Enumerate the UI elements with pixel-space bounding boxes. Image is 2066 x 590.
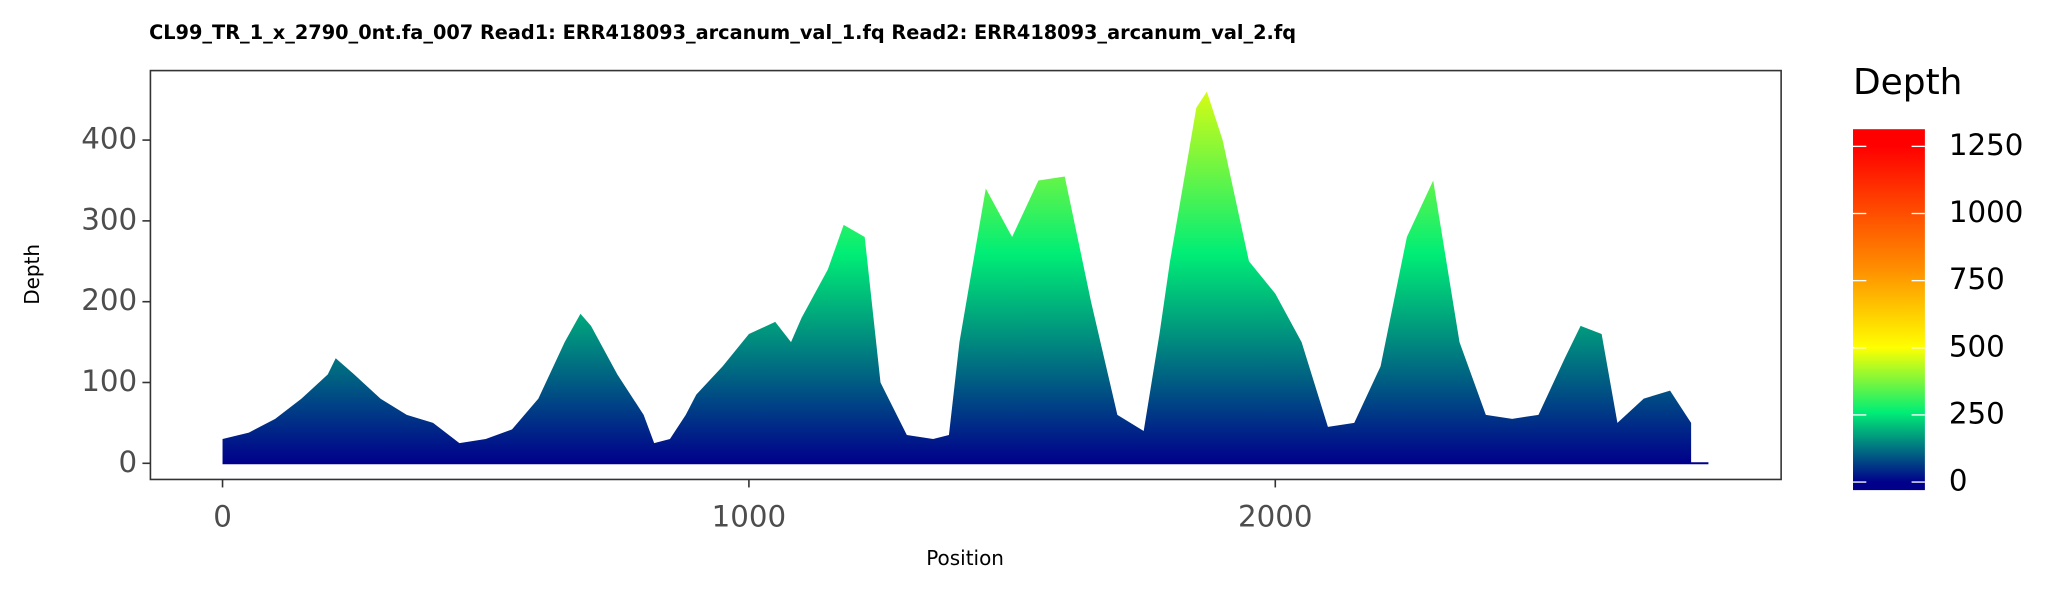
depth-area [222,91,1692,464]
y-tick-label: 300 [81,202,137,236]
x-tick-label: 1000 [712,500,787,534]
y-tick-label: 200 [81,283,137,317]
y-axis-label: Depth [20,244,44,305]
x-tick-label: 0 [213,500,232,534]
legend-tick-label: 750 [1949,262,2005,296]
chart-title: CL99_TR_1_x_2790_0nt.fa_007 Read1: ERR41… [149,21,1296,44]
legend-tick-label: 1000 [1949,195,2024,229]
y-tick-label: 100 [81,364,137,398]
legend-tick-label: 1250 [1949,128,2024,162]
colorbar [1853,129,1925,491]
legend-tick-label: 250 [1949,396,2005,430]
x-axis-label: Position [926,546,1004,570]
legend-title: Depth [1853,62,1962,103]
y-tick-label: 400 [81,122,137,156]
y-tick-label: 0 [118,445,137,479]
legend-tick-label: 0 [1949,464,1968,498]
legend-tick-label: 500 [1949,329,2005,363]
x-tick-label: 2000 [1238,500,1313,534]
